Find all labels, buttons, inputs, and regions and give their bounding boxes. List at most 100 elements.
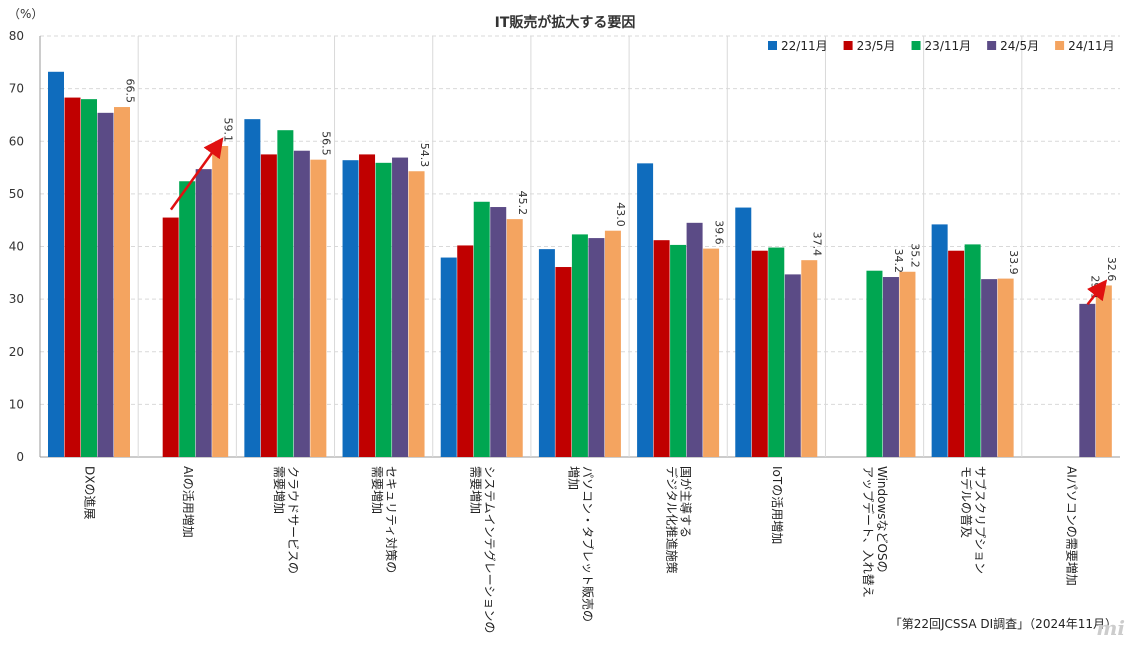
y-tick-label: 50 [9, 187, 24, 201]
bar [538, 249, 555, 457]
bar [571, 234, 588, 457]
data-label: 45.2 [516, 191, 529, 216]
y-tick-label: 40 [9, 240, 24, 254]
category-label: 需要増加 [272, 466, 286, 514]
bar [703, 248, 720, 457]
bar [293, 150, 310, 457]
category-label: サブスクリプション [973, 466, 988, 574]
y-tick-label: 0 [16, 450, 24, 464]
legend[interactable]: 22/11月 23/5月 23/11月 24/5月 24/11月 [768, 39, 1115, 53]
data-label: 35.2 [909, 243, 922, 268]
legend-swatch [843, 41, 853, 50]
bar [81, 99, 97, 458]
category-label: 国が主導する [679, 466, 694, 538]
category-label: AIの活用増加 [181, 466, 195, 538]
y-axis-unit: （%） [8, 7, 43, 21]
trend-arrow [1086, 279, 1108, 306]
bar [801, 260, 818, 457]
bar [735, 207, 752, 457]
bar [408, 171, 425, 457]
bar [964, 244, 981, 457]
bar [179, 181, 196, 457]
category-label: クラウドサービスの [286, 466, 300, 574]
bar [244, 119, 261, 458]
category-label: パソコン・タブレット販売の [581, 466, 596, 622]
data-label: 32.6 [1105, 257, 1118, 282]
bar [931, 224, 948, 457]
bar [670, 244, 687, 457]
data-label: 56.5 [320, 131, 333, 156]
bar [114, 107, 130, 457]
legend-swatch [1055, 41, 1065, 50]
publisher-logo: mi [1096, 616, 1125, 640]
legend-label: 24/5月 [1000, 39, 1039, 53]
category-label: デジタル化推進施策 [665, 466, 680, 574]
legend-label: 23/11月 [925, 39, 972, 53]
bar [212, 145, 229, 457]
bar [686, 222, 703, 457]
bar [1095, 285, 1112, 457]
bar [64, 97, 81, 457]
data-label: 39.6 [712, 220, 725, 245]
y-tick-label: 70 [9, 82, 24, 96]
bar [490, 207, 507, 457]
bar [506, 219, 523, 457]
legend-swatch [911, 41, 921, 50]
bars [48, 71, 1112, 458]
category-label: 増加 [567, 466, 581, 490]
bar [473, 201, 490, 457]
bar [997, 278, 1014, 457]
bar [784, 274, 801, 457]
legend-swatch [768, 41, 777, 50]
bar [162, 217, 179, 457]
bar [751, 250, 768, 457]
category-label: AIパソコンの需要増加 [1064, 466, 1078, 586]
chart-title: IT販売が拡大する要因 [495, 14, 636, 31]
category-label: WindowsなどOSの [875, 466, 889, 573]
bar [48, 71, 64, 457]
bar [768, 247, 785, 457]
data-label: 43.0 [614, 202, 627, 227]
category-label: 需要増加 [370, 466, 384, 514]
category-label: システムインテグレーションの [482, 466, 496, 633]
bar [195, 169, 212, 458]
bar [981, 279, 998, 457]
data-label: 66.5 [123, 79, 136, 104]
trend-arrows [169, 137, 1108, 306]
data-label: 34.2 [892, 249, 905, 274]
y-tick-label: 20 [9, 345, 24, 359]
y-tick-label: 30 [9, 292, 24, 306]
bar [604, 230, 621, 457]
legend-swatch [987, 41, 997, 50]
data-label: 33.9 [1007, 250, 1020, 275]
category-label: IoTの活用増加 [770, 466, 784, 544]
source-note: 「第22回JCSSA DI調査」（2024年11月） [889, 617, 1117, 631]
bar [653, 240, 670, 457]
bar [392, 157, 409, 457]
data-label: 37.4 [811, 232, 824, 257]
y-axis-ticks: 0 10 20 30 40 50 60 70 80 [9, 29, 24, 464]
y-tick-label: 60 [9, 134, 24, 148]
bar [899, 271, 916, 457]
bar [588, 238, 605, 457]
legend-label: 23/5月 [857, 39, 896, 53]
data-label: 59.1 [221, 117, 234, 142]
category-label: 需要増加 [468, 466, 482, 514]
trend-arrow [169, 137, 224, 211]
category-label: DXの進展 [83, 466, 97, 519]
bar [637, 163, 654, 458]
y-tick-label: 10 [9, 397, 24, 411]
bar [882, 277, 899, 457]
bar [97, 112, 114, 458]
bar [359, 154, 376, 457]
data-label: 54.3 [418, 143, 431, 168]
bar [948, 250, 965, 457]
category-label: モデルの普及 [959, 466, 974, 538]
bar [555, 267, 572, 457]
bar [375, 162, 392, 458]
bar [457, 245, 474, 457]
bar [866, 270, 883, 457]
legend-label: 24/11月 [1068, 39, 1115, 53]
